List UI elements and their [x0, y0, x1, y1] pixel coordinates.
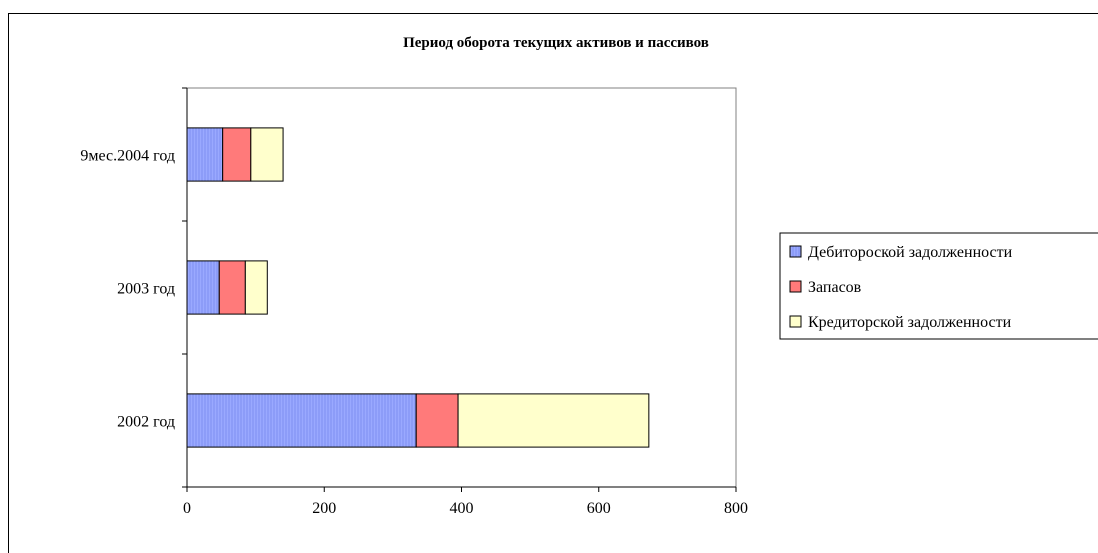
- y-tick-label: 9мес.2004 год: [80, 148, 175, 165]
- bar-1-1: [186, 393, 417, 448]
- legend: Дебитороской задолженности Запасов Кредито…: [789, 244, 1013, 331]
- legend-swatch-3: [789, 315, 802, 328]
- y-tick-label: 2002 год: [117, 414, 175, 431]
- legend-swatch-1: [789, 245, 802, 258]
- legend-label-3: Кредиторской задолженности: [808, 314, 1012, 331]
- legend-label-2: Запасов: [808, 279, 862, 296]
- bar-1-2: [186, 260, 220, 315]
- bar-3-3: [250, 127, 284, 182]
- legend-label-1: Дебитороской задолженности: [808, 244, 1013, 261]
- bar-1-3: [186, 127, 224, 182]
- bar-2-2: [218, 260, 246, 315]
- x-tick-label: 800: [724, 500, 748, 517]
- legend-box: [779, 232, 1098, 340]
- chart-title: Период оборота текущих активов и пассиво…: [403, 35, 709, 51]
- bars-group: [186, 127, 650, 448]
- bar-3-1: [457, 393, 650, 448]
- x-tick-label: 400: [450, 500, 474, 517]
- x-tick-label: 0: [183, 500, 191, 517]
- x-tick-label: 600: [587, 500, 611, 517]
- bar-2-1: [415, 393, 459, 448]
- legend-swatch-2: [789, 280, 802, 293]
- x-ticks-group: 0 200 400 600 800: [183, 487, 748, 517]
- y-tick-label: 2003 год: [117, 281, 175, 298]
- bar-3-2: [244, 260, 268, 315]
- bar-2-3: [222, 127, 252, 182]
- x-tick-label: 200: [312, 500, 336, 517]
- y-ticks-group: 2002 год 2003 год 9мес.2004 год: [80, 87, 187, 488]
